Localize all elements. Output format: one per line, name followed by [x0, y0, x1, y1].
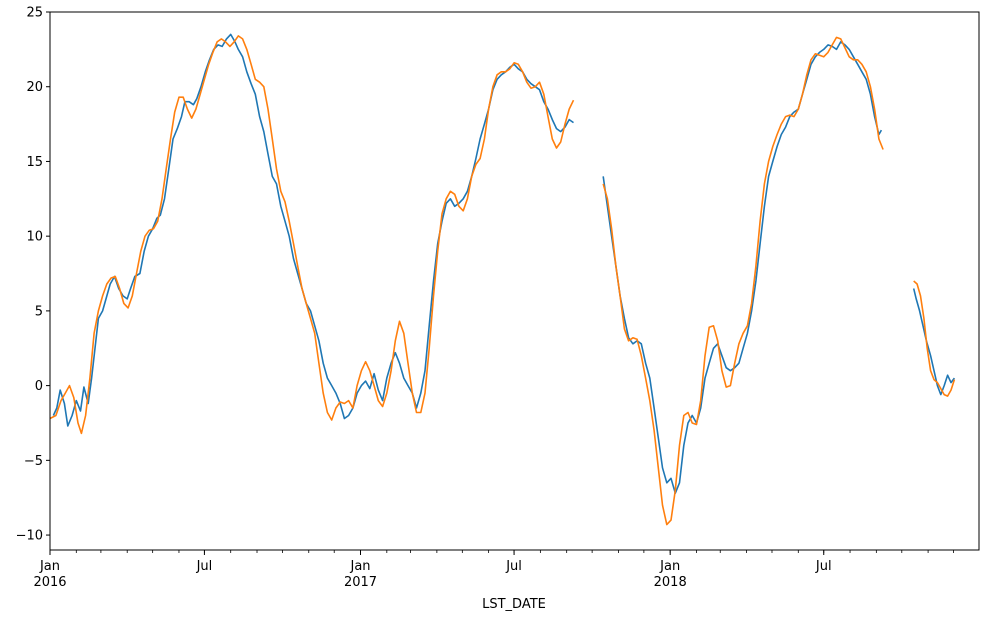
- x-tick-label: Jul: [505, 559, 522, 574]
- series-1-line-segment-1: [52, 33, 574, 427]
- x-tick-label: Jan: [39, 559, 60, 574]
- plot-frame: [49, 11, 980, 551]
- y-tick-label: 15: [26, 155, 43, 170]
- x-tick-label: Jul: [196, 559, 213, 574]
- y-axis: −10 −5 0 5 10 15 20 25: [16, 6, 50, 544]
- y-tick-label: 0: [35, 379, 43, 394]
- series-layer: [49, 33, 956, 526]
- x-tick-year-label: 2016: [33, 575, 66, 590]
- y-tick-label: 5: [35, 304, 43, 319]
- x-axis-title: LST_DATE: [482, 597, 546, 612]
- series-2-line-segment-1: [49, 35, 575, 435]
- x-tick-label: Jul: [815, 559, 832, 574]
- y-tick-label: −10: [16, 529, 43, 544]
- x-tick-label: Jan: [659, 559, 680, 574]
- y-tick-label: 25: [26, 6, 43, 21]
- series-2-line-segment-3: [913, 280, 956, 397]
- series-1-line-segment-3: [912, 288, 956, 396]
- series-2-line-segment-2: [602, 36, 884, 526]
- x-tick-year-label: 2017: [344, 575, 377, 590]
- y-tick-label: 20: [26, 80, 43, 95]
- series-1-line-segment-2: [602, 41, 883, 494]
- y-tick-label: 10: [26, 230, 43, 245]
- y-tick-label: −5: [24, 454, 43, 469]
- x-tick-label: Jan: [349, 559, 370, 574]
- x-tick-year-label: 2018: [654, 575, 687, 590]
